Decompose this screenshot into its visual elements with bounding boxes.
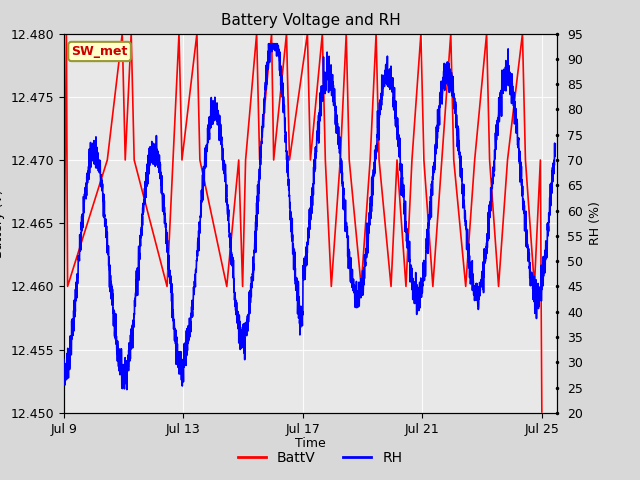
Y-axis label: Battery (V): Battery (V) bbox=[0, 189, 5, 257]
Y-axis label: RH (%): RH (%) bbox=[589, 201, 602, 245]
X-axis label: Time: Time bbox=[295, 437, 326, 450]
Title: Battery Voltage and RH: Battery Voltage and RH bbox=[221, 13, 400, 28]
Legend: BattV, RH: BattV, RH bbox=[232, 445, 408, 471]
Text: SW_met: SW_met bbox=[72, 45, 128, 58]
